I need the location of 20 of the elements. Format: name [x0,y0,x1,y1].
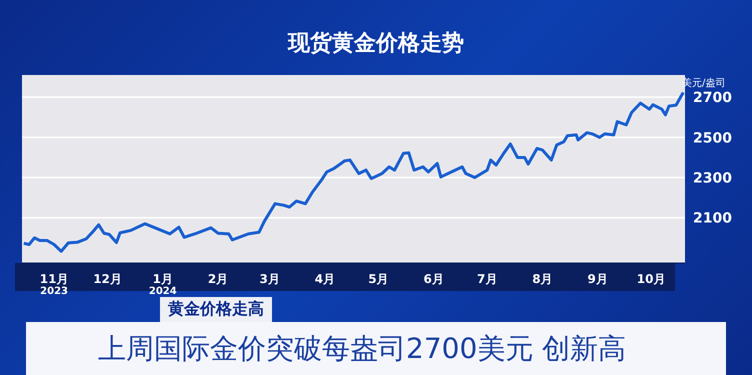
x-tick-label: 6月 [424,272,444,286]
x-tick-label: 8月 [532,272,553,286]
y-tick-label: 2700 [693,90,732,106]
x-tick-label: 12月 [93,272,122,286]
x-tick-label: 1月 2024 [148,272,177,297]
y-tick-label: 2100 [693,210,732,227]
y-tick-label: 2500 [693,130,732,146]
y-tick-label: 2300 [693,170,732,187]
x-tick-label: 9月 [587,272,608,286]
text: 上周国际金价突破每盎司2700美元 创新高 [26,322,726,375]
x-tick-label: 7月 [476,272,498,286]
x-tick-label: 3月 [260,272,280,286]
x-tick-label: 11月 2023 [40,272,68,297]
text: 黄金价格走高 [160,297,272,322]
chart-title: 现货黄金价格走势 [286,30,465,58]
x-tick-label: 5月 [368,272,389,286]
x-tick-label: 2月 [208,272,228,286]
line-series [22,90,685,253]
x-tick-label: 4月 [314,272,336,286]
x-tick-label: 10月 [636,272,666,286]
